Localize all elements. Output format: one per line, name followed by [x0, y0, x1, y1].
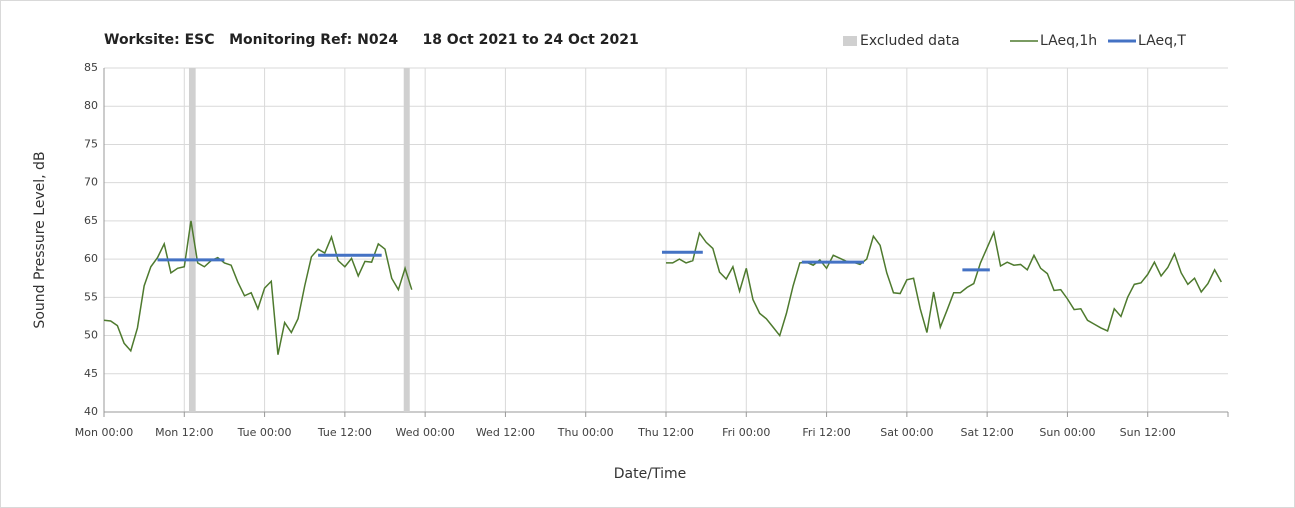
x-tick-label: Mon 12:00 [155, 426, 213, 439]
y-axis-title: Sound Pressure Level, dB [32, 151, 48, 328]
x-tick-label: Sat 00:00 [880, 426, 933, 439]
x-axis-title: Date/Time [614, 466, 686, 482]
y-tick-label: 65 [84, 214, 98, 227]
legend-label: LAeq,T [1138, 33, 1186, 49]
y-tick-label: 50 [84, 329, 98, 342]
x-tick-label: Wed 12:00 [476, 426, 535, 439]
x-tick-label: Sun 00:00 [1039, 426, 1095, 439]
y-tick-label: 40 [84, 405, 98, 418]
x-tick-label: Fri 00:00 [722, 426, 770, 439]
chart-title: Worksite: ESC Monitoring Ref: N024 18 Oc… [104, 32, 639, 48]
x-tick-label: Fri 12:00 [802, 426, 850, 439]
y-tick-label: 60 [84, 252, 98, 265]
y-tick-label: 80 [84, 99, 98, 112]
y-tick-label: 70 [84, 176, 98, 189]
excluded-band [188, 68, 196, 412]
x-tick-label: Tue 12:00 [317, 426, 372, 439]
x-tick-label: Wed 00:00 [396, 426, 455, 439]
x-tick-label: Thu 00:00 [557, 426, 614, 439]
x-tick-label: Mon 00:00 [75, 426, 133, 439]
x-tick-label: Tue 00:00 [237, 426, 292, 439]
x-tick-label: Sat 12:00 [961, 426, 1014, 439]
excluded-band [403, 68, 410, 412]
y-tick-label: 85 [84, 61, 98, 74]
legend-label: Excluded data [860, 33, 960, 49]
y-tick-label: 45 [84, 367, 98, 380]
y-tick-label: 75 [84, 137, 98, 150]
x-tick-label: Thu 12:00 [637, 426, 694, 439]
x-tick-label: Sun 12:00 [1120, 426, 1176, 439]
legend-swatch [843, 36, 857, 46]
y-tick-label: 55 [84, 290, 98, 303]
series-line [103, 220, 1222, 355]
legend-label: LAeq,1h [1040, 33, 1097, 49]
